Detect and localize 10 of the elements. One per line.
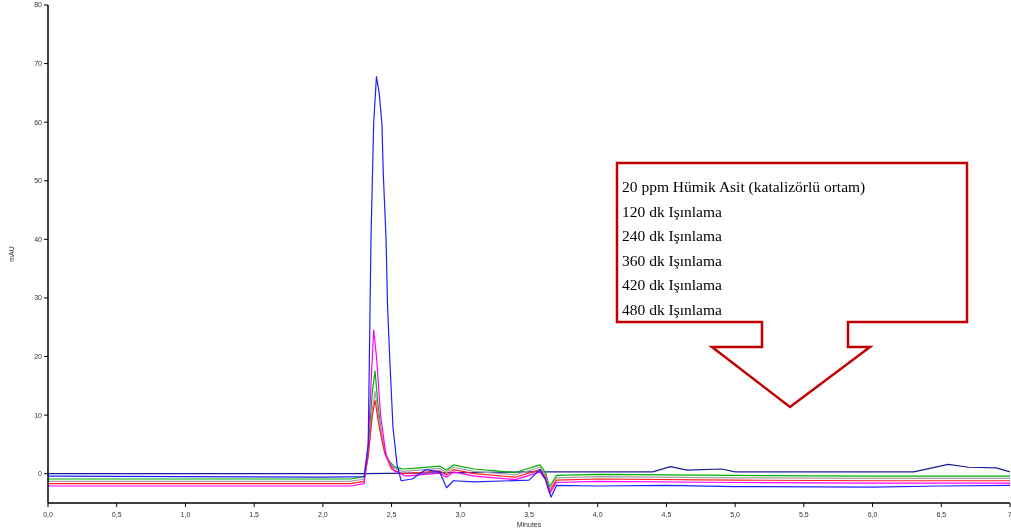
annotation: 360 dk Işınlama bbox=[622, 251, 722, 269]
line-series bbox=[48, 370, 1010, 488]
line-series bbox=[48, 75, 1010, 498]
line-series bbox=[48, 463, 1010, 475]
annotation: 20 ppm Hümik Asit (katalizörlü ortam) bbox=[622, 178, 866, 196]
annotation: 120 dk Işınlama bbox=[622, 202, 722, 220]
annotation: 240 dk Işınlama bbox=[622, 227, 722, 245]
annotation: 420 dk Işınlama bbox=[622, 276, 722, 294]
line-series bbox=[48, 329, 1010, 495]
annotation: 480 dk Işınlama bbox=[622, 301, 722, 318]
